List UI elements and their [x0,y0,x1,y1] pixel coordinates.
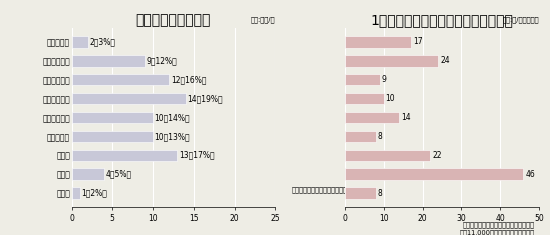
Text: 単位:万台/日: 単位:万台/日 [251,16,276,23]
Title: 発生集中貨物車台数: 発生集中貨物車台数 [136,13,211,27]
Text: 24: 24 [440,56,450,65]
Text: 13（17%）: 13（17%） [179,151,214,160]
Text: 10: 10 [386,94,395,103]
Text: 14（19%）: 14（19%） [187,94,223,103]
Bar [345,93,384,104]
Text: 2（3%）: 2（3%） [90,37,116,47]
Text: 8: 8 [378,132,383,141]
Bar [72,187,80,199]
Text: 17: 17 [413,37,422,47]
Text: 9（12%）: 9（12%） [146,56,177,65]
Bar [345,131,376,142]
Bar [72,55,145,67]
Bar [345,74,380,85]
Bar [345,150,430,161]
Text: 12（16%）: 12（16%） [171,75,206,84]
Bar [345,55,438,67]
Text: 10（14%）: 10（14%） [155,113,190,122]
Bar [72,112,153,123]
Bar [345,36,411,48]
Bar [72,168,104,180]
Bar [345,112,399,123]
Bar [345,168,524,180]
Title: 1事業所あたりの発生集中貨物車台数: 1事業所あたりの発生集中貨物車台数 [371,13,513,27]
Text: 4（5%）: 4（5%） [106,170,132,179]
Bar [72,74,169,85]
Text: 8: 8 [378,188,383,198]
Text: （　）内は京阪神都市圏に占める割合: （ ）内は京阪神都市圏に占める割合 [292,186,360,192]
Bar [72,36,88,48]
Text: 10（13%）: 10（13%） [155,132,190,141]
Text: 46: 46 [525,170,535,179]
Text: 9: 9 [382,75,387,84]
Bar [72,150,178,161]
Text: 資料：物流基礎調査（実態アンケート）
（約11,000事業所の拡大後の集計）: 資料：物流基礎調査（実態アンケート） （約11,000事業所の拡大後の集計） [460,221,535,235]
Text: 14: 14 [401,113,411,122]
Bar [72,131,153,142]
Text: 単位:台/日・事業所: 単位:台/日・事業所 [503,16,539,23]
Bar [345,187,376,199]
Text: 22: 22 [432,151,442,160]
Bar [72,93,185,104]
Text: 1（2%）: 1（2%） [81,188,107,198]
